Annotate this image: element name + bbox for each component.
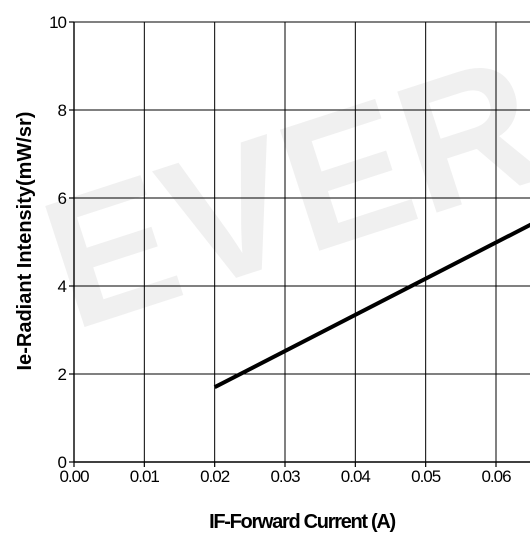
series-layer: [213, 222, 530, 389]
x-tick-label: 0.01: [130, 467, 160, 486]
y-tick-labels: 0 2 4 6 8 10: [49, 13, 74, 472]
y-tick-label: 2: [58, 365, 67, 384]
watermark-layer: EVER: [21, 17, 530, 369]
x-tick-label: 0.04: [341, 467, 371, 486]
y-tick-label: 6: [58, 189, 67, 208]
x-tick-label: 0.03: [270, 467, 300, 486]
y-axis-title: Ie-Radiant Intensity(mW/sr): [14, 112, 36, 371]
y-tick-label: 8: [58, 101, 67, 120]
x-axis-title: IF-Forward Current (A): [209, 511, 395, 533]
y-tick-label: 10: [49, 13, 66, 32]
y-tick-label: 4: [58, 277, 67, 296]
series-line: [213, 222, 530, 389]
x-tick-label: 0.05: [411, 467, 441, 486]
x-tick-labels: 0.00 0.01 0.02 0.03 0.04 0.05 0.06: [59, 462, 512, 486]
x-tick-label: 0.06: [481, 467, 511, 486]
axes: [73, 22, 530, 463]
x-tick-label: 0.00: [59, 467, 89, 486]
y-tick-label: 0: [58, 453, 67, 472]
x-tick-label: 0.02: [200, 467, 230, 486]
watermark-text: EVER: [21, 17, 530, 369]
